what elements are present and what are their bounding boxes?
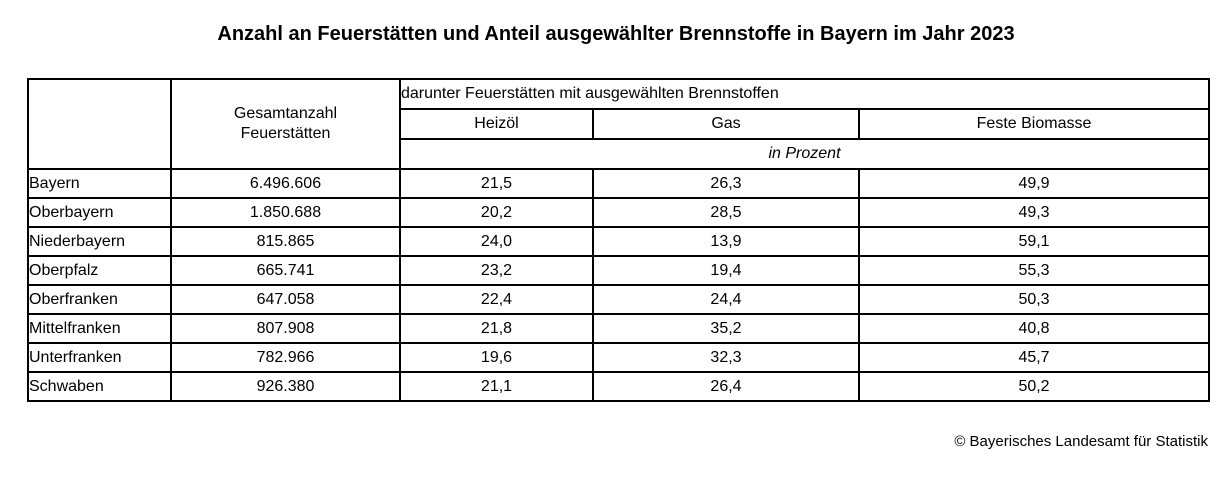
heizoel-value: 20,2 xyxy=(399,197,594,228)
region-label: Schwaben xyxy=(27,371,172,402)
biomasse-value: 50,3 xyxy=(857,284,1211,315)
region-label: Mittelfranken xyxy=(27,313,172,344)
column-header-heizoel: Heizöl xyxy=(399,108,594,140)
gas-value: 13,9 xyxy=(592,226,860,257)
feuerstaetten-table: Gesamtanzahl Feuerstätten darunter Feuer… xyxy=(27,78,1211,402)
total-value: 782.966 xyxy=(170,342,401,373)
table-row-mittelfranken: Mittelfranken 807.908 21,8 35,2 40,8 xyxy=(27,313,1211,344)
gas-value: 19,4 xyxy=(592,255,860,286)
heizoel-value: 23,2 xyxy=(399,255,594,286)
region-label: Unterfranken xyxy=(27,342,172,373)
biomasse-value: 50,2 xyxy=(857,371,1211,402)
column-header-feste-biomasse: Feste Biomasse xyxy=(857,108,1211,140)
unit-header: in Prozent xyxy=(398,138,1211,170)
table-body: Bayern 6.496.606 21,5 26,3 49,9 Oberbaye… xyxy=(27,168,1211,402)
total-value: 926.380 xyxy=(170,371,401,402)
gas-value: 32,3 xyxy=(592,342,860,373)
region-label: Bayern xyxy=(27,168,172,199)
heizoel-value: 21,5 xyxy=(399,168,594,199)
region-label: Oberfranken xyxy=(27,284,172,315)
column-header-total-label: Gesamtanzahl Feuerstätten xyxy=(233,105,338,142)
region-label: Niederbayern xyxy=(27,226,172,257)
page-title: Anzahl an Feuerstätten und Anteil ausgew… xyxy=(217,23,1015,45)
total-value: 647.058 xyxy=(170,284,401,315)
biomasse-value: 40,8 xyxy=(857,313,1211,344)
heizoel-value: 21,1 xyxy=(399,371,594,402)
gas-value: 28,5 xyxy=(592,197,860,228)
column-header-total: Gesamtanzahl Feuerstätten xyxy=(170,78,401,170)
table-row-schwaben: Schwaben 926.380 21,1 26,4 50,2 xyxy=(27,371,1211,402)
table-row-bayern: Bayern 6.496.606 21,5 26,3 49,9 xyxy=(27,168,1211,199)
header-row-fuels: Heizöl Gas Feste Biomasse xyxy=(28,108,1211,140)
column-header-gas: Gas xyxy=(592,108,860,140)
header-row-unit: in Prozent xyxy=(28,138,1211,170)
region-label: Oberpfalz xyxy=(27,255,172,286)
total-value: 6.496.606 xyxy=(170,168,401,199)
heizoel-value: 22,4 xyxy=(399,284,594,315)
total-value: 815.865 xyxy=(170,226,401,257)
biomasse-value: 45,7 xyxy=(857,342,1211,373)
biomasse-value: 49,9 xyxy=(857,168,1211,199)
table-row-unterfranken: Unterfranken 782.966 19,6 32,3 45,7 xyxy=(27,342,1211,373)
table-row-oberfranken: Oberfranken 647.058 22,4 24,4 50,3 xyxy=(27,284,1211,315)
biomasse-value: 59,1 xyxy=(857,226,1211,257)
biomasse-value: 55,3 xyxy=(857,255,1211,286)
heizoel-value: 21,8 xyxy=(399,313,594,344)
heizoel-value: 19,6 xyxy=(399,342,594,373)
table-header: Gesamtanzahl Feuerstätten darunter Feuer… xyxy=(27,78,1211,170)
total-value: 1.850.688 xyxy=(170,197,401,228)
total-value: 665.741 xyxy=(170,255,401,286)
table-row-oberbayern: Oberbayern 1.850.688 20,2 28,5 49,3 xyxy=(27,197,1211,228)
source-credit: © Bayerisches Landesamt für Statistik xyxy=(954,433,1208,450)
header-row-group: Gesamtanzahl Feuerstätten darunter Feuer… xyxy=(27,78,1211,170)
gas-value: 26,4 xyxy=(592,371,860,402)
table-row-niederbayern: Niederbayern 815.865 24,0 13,9 59,1 xyxy=(27,226,1211,257)
region-label: Oberbayern xyxy=(27,197,172,228)
total-value: 807.908 xyxy=(170,313,401,344)
column-group-header: darunter Feuerstätten mit ausgewählten B… xyxy=(398,78,1211,110)
gas-value: 26,3 xyxy=(592,168,860,199)
table-row-oberpfalz: Oberpfalz 665.741 23,2 19,4 55,3 xyxy=(27,255,1211,286)
biomasse-value: 49,3 xyxy=(857,197,1211,228)
gas-value: 24,4 xyxy=(592,284,860,315)
corner-cell xyxy=(27,78,172,170)
gas-value: 35,2 xyxy=(592,313,860,344)
heizoel-value: 24,0 xyxy=(399,226,594,257)
